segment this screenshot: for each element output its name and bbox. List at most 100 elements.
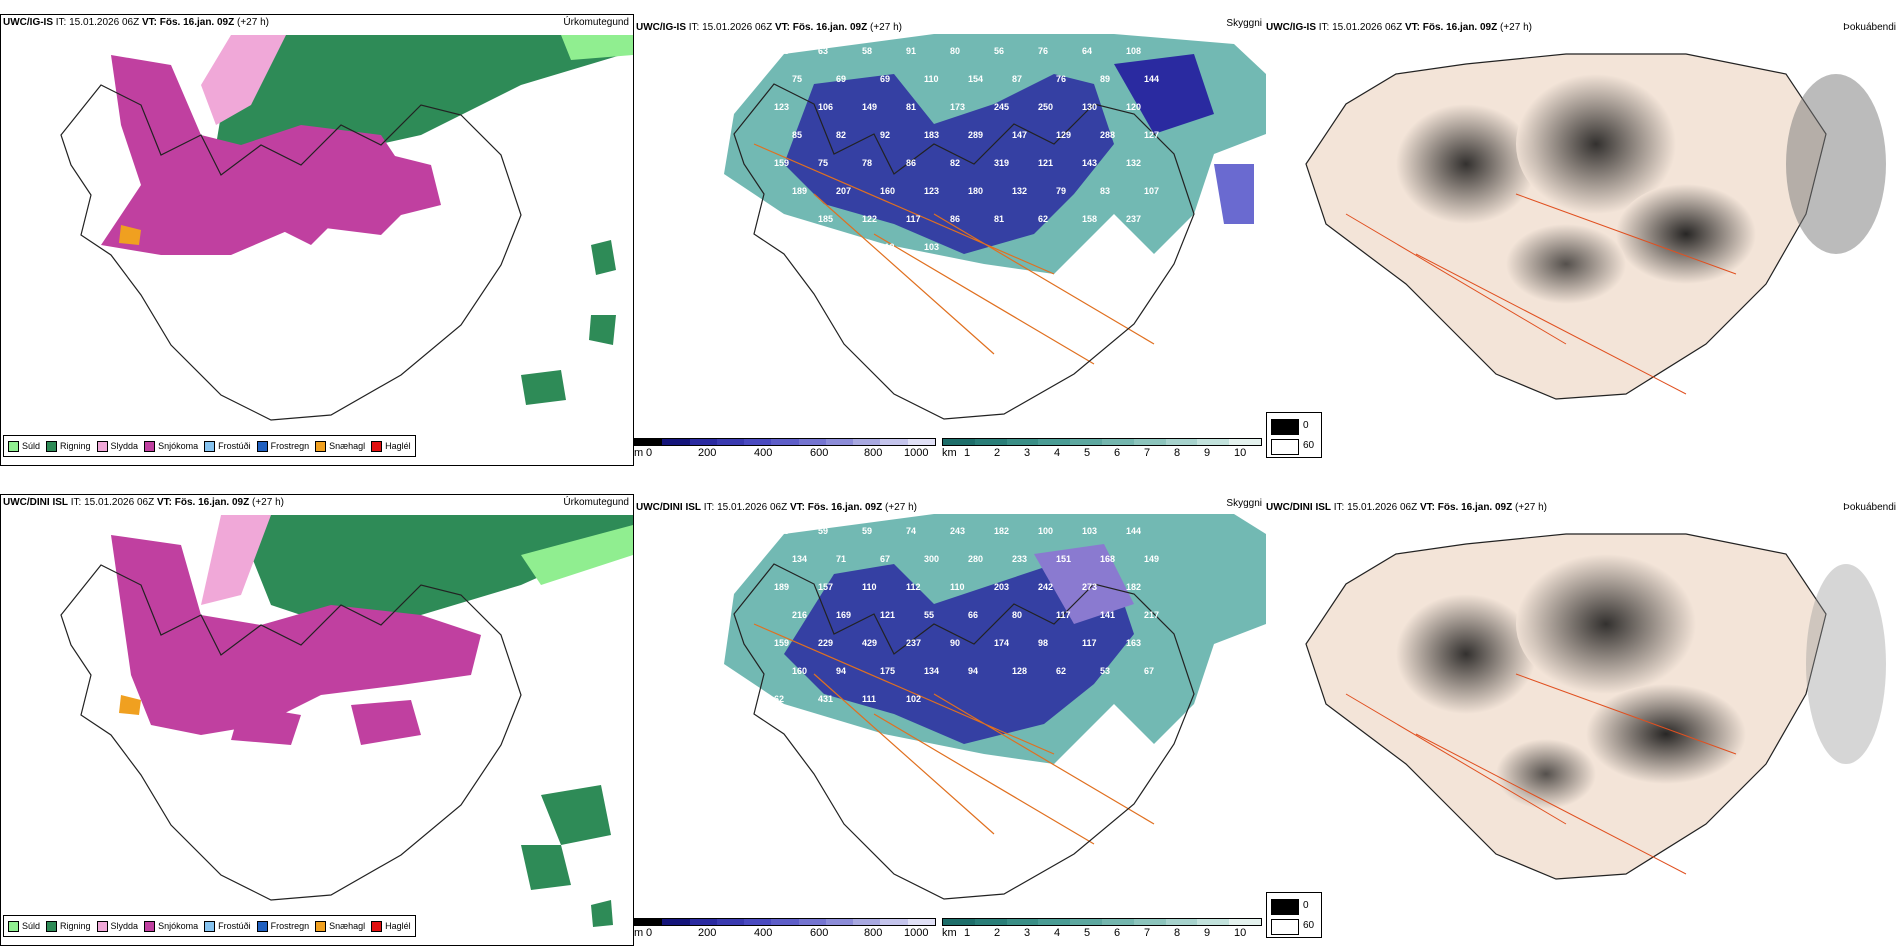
lead-time: (+27 h): [1515, 502, 1547, 513]
vt-label: VT:: [774, 22, 790, 33]
visibility-value-label: 123: [924, 186, 939, 196]
fog-legend-row2: 0 60: [1266, 892, 1322, 938]
visibility-value-label: 163: [1126, 638, 1141, 648]
precip-legend-row1: Súld Rigning Slydda Snjókoma Frostúði Fr…: [3, 435, 416, 457]
visibility-value-label: 242: [1038, 582, 1053, 592]
visibility-value-label: 159: [774, 158, 789, 168]
visibility-value-label: 87: [1012, 74, 1022, 84]
visibility-value-label: 62: [774, 694, 784, 704]
visibility-tick: 3: [1024, 447, 1031, 459]
visibility-tick: 8: [1174, 447, 1181, 459]
visibility-value-label: 160: [792, 666, 807, 676]
vt-label: VT:: [156, 497, 172, 508]
visibility-tick: 4: [1054, 927, 1061, 939]
visibility-value-label: 63: [818, 46, 828, 56]
visibility-value-label: 237: [1126, 214, 1141, 224]
visibility-value-label: 143: [1082, 158, 1097, 168]
visibility-value-label: 189: [774, 582, 789, 592]
fog-panel-row2: UWC/DINI ISL IT: 15.01.2026 06Z VT: Fös.…: [1266, 494, 1900, 944]
it-value: 15.01.2026 06Z: [84, 497, 155, 508]
visibility-tick: 10: [1234, 447, 1247, 459]
it-value: 15.01.2026 06Z: [702, 22, 773, 33]
visibility-value-label: 64: [1082, 46, 1092, 56]
legend-label: Haglél: [385, 441, 411, 451]
vt-value: Fös. 16.jan. 09Z: [159, 17, 235, 28]
model-name: UWC/DINI ISL: [3, 497, 68, 508]
legend-label: Haglél: [385, 921, 411, 931]
lead-time: (+27 h): [252, 497, 284, 508]
elevation-tick: 800: [864, 447, 883, 459]
vt-value: Fös. 16.jan. 09Z: [1422, 22, 1498, 33]
visibility-tick: 6: [1114, 927, 1121, 939]
legend-label: Súld: [22, 441, 41, 451]
legend-item-rigning: Rigning: [46, 920, 91, 932]
visibility-value-label: 82: [950, 158, 960, 168]
visibility-value-label: 90: [950, 638, 960, 648]
elevation-scale-unit: m: [634, 447, 644, 459]
visibility-value-label: 144: [1144, 74, 1159, 84]
legend-label: Slydda: [110, 921, 139, 931]
visibility-value-label: 280: [968, 554, 983, 564]
it-value: 15.01.2026 06Z: [69, 17, 140, 28]
visibility-value-label: 111: [862, 694, 876, 704]
visibility-value-label: 62: [1056, 666, 1066, 676]
legend-label: Snjókoma: [158, 441, 199, 451]
visibility-value-label: 151: [1056, 554, 1071, 564]
elevation-tick: 600: [810, 447, 829, 459]
elevation-scale-bar-row2: [634, 918, 936, 926]
visibility-value-label: 103: [924, 242, 939, 252]
visibility-value-label: 300: [924, 554, 939, 564]
elevation-scale-unit: m: [634, 927, 644, 939]
it-label: IT:: [688, 22, 700, 33]
visibility-value-label: 122: [862, 214, 877, 224]
it-label: IT:: [55, 17, 67, 28]
visibility-value-label: 75: [818, 158, 828, 168]
visibility-value-label: 129: [1056, 130, 1071, 140]
visibility-value-label: 134: [792, 554, 807, 564]
visibility-value-label: 71: [836, 554, 846, 564]
visibility-value-label: 154: [968, 74, 983, 84]
vt-label: VT:: [1404, 22, 1420, 33]
visibility-value-label: 81: [906, 102, 916, 112]
vt-value: Fös. 16.jan. 09Z: [807, 502, 883, 513]
visibility-value-label: 149: [862, 102, 877, 112]
visibility-value-label: 189: [792, 186, 807, 196]
visibility-title-row2: Skyggni: [1226, 498, 1262, 509]
fog-legend-max: 60: [1303, 440, 1315, 451]
visibility-tick: 2: [994, 447, 1001, 459]
visibility-value-label: 79: [1056, 186, 1066, 196]
elevation-tick: 1000: [904, 927, 929, 939]
lead-time: (+27 h): [1500, 22, 1532, 33]
visibility-value-label: 117: [1082, 638, 1097, 648]
legend-item-haglel: Haglél: [371, 920, 411, 932]
visibility-tick: 7: [1144, 927, 1151, 939]
vt-value: Fös. 16.jan. 09Z: [174, 497, 250, 508]
visibility-value-label: 250: [1038, 102, 1053, 112]
it-label: IT:: [703, 502, 715, 513]
visibility-value-label: 82: [836, 130, 846, 140]
legend-item-haglel: Haglél: [371, 440, 411, 452]
legend-label: Frostúði: [218, 921, 251, 931]
visibility-tick: 1: [964, 927, 971, 939]
visibility-value-label: 203: [994, 582, 1009, 592]
legend-label: Frostúði: [218, 441, 251, 451]
visibility-value-label: 98: [1038, 638, 1048, 648]
fog-legend-min: 0: [1303, 900, 1309, 911]
precip-title-row2: Úrkomutegund: [563, 497, 629, 508]
visibility-value-label: 169: [836, 610, 851, 620]
visibility-value-label: 134: [924, 666, 939, 676]
visibility-value-label: 106: [818, 102, 833, 112]
visibility-value-label: 233: [1012, 554, 1027, 564]
legend-item-snaehagl: Snæhagl: [315, 440, 366, 452]
visibility-value-label: 141: [1100, 610, 1115, 620]
visibility-value-label: 173: [950, 102, 965, 112]
visibility-value-label: 132: [1012, 186, 1027, 196]
it-value: 15.01.2026 06Z: [717, 502, 788, 513]
visibility-value-label: 128: [1012, 666, 1027, 676]
precip-title-row1: Úrkomutegund: [563, 17, 629, 28]
fog-legend-row1: 0 60: [1266, 412, 1322, 458]
legend-label: Slydda: [110, 441, 139, 451]
visibility-value-label: 115: [836, 242, 851, 252]
legend-label: Snæhagl: [329, 441, 366, 451]
visibility-value-label: 117: [906, 214, 921, 224]
